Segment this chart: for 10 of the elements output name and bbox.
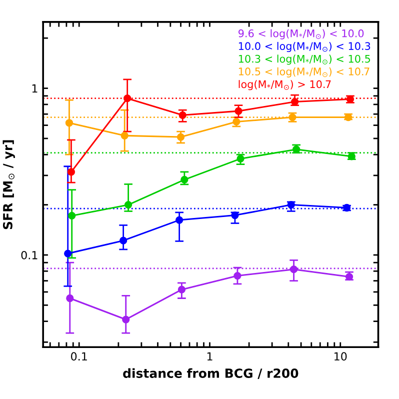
y-axis-title: SFR [M$_{⊙}$ / yr]	[2, 140, 15, 230]
text: 10.3 < log(M$_{*}$/M$_{⊙}$) < 10.5	[238, 54, 370, 65]
x-axis-title: distance from BCG / r200	[123, 368, 298, 379]
text: 10.0 < log(M$_{*}$/M$_{⊙}$) < 10.3	[238, 42, 370, 52]
text: 9.6 < log(M$_{*}$/M$_{⊙}$) < 10.0	[238, 29, 364, 40]
x-tick-label: 0.1	[71, 352, 87, 361]
series-label: log(M$_{*}$/M$_{⊙}$) > 10.7	[238, 80, 331, 90]
x-tick-label: 10	[334, 352, 347, 361]
text: 10.5 < log(M$_{*}$/M$_{⊙}$) < 10.7	[238, 67, 370, 78]
x-tick-label: 1	[207, 352, 212, 360]
